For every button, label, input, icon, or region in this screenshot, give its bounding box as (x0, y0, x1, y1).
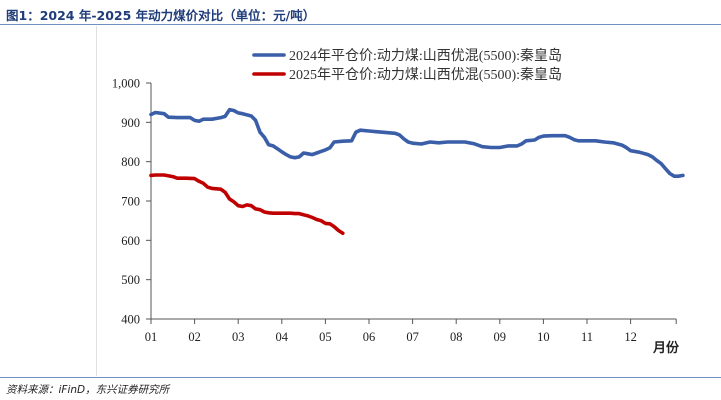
x-tick-label: 10 (537, 330, 550, 344)
legend-label-2024: 2024年平仓价:动力煤:山西优混(5500):秦皇岛 (289, 48, 562, 64)
x-tick-label: 02 (188, 330, 201, 344)
legend-label-2025: 2025年平仓价:动力煤:山西优混(5500):秦皇岛 (289, 67, 562, 83)
y-tick-label: 500 (121, 273, 140, 287)
x-tick-label: 01 (145, 330, 158, 344)
figure-title: 图1：2024 年-2025 年动力煤价对比（单位：元/吨） (6, 8, 316, 23)
x-tick-label: 06 (363, 330, 376, 344)
x-tick-label: 07 (406, 330, 419, 344)
source-rule (0, 377, 721, 378)
series-layer (149, 107, 685, 236)
x-tick-label: 03 (232, 330, 245, 344)
x-tick-label: 05 (319, 330, 332, 344)
y-tick-label: 700 (121, 195, 140, 209)
y-tick-label: 400 (121, 313, 140, 327)
x-tick-label: 12 (624, 330, 637, 344)
y-tick-label: 600 (121, 234, 140, 248)
source-note: 资料来源：iFinD，东兴证券研究所 (6, 384, 170, 396)
y-tick-label: 800 (121, 155, 140, 169)
series-2024-line (149, 107, 685, 178)
axes-layer: 400 500 600 700 800 900 1,000 01 02 03 04 05 06 07 08 0… (112, 77, 677, 344)
left-separator (96, 26, 97, 376)
y-tick-label: 900 (121, 116, 140, 130)
legend: 2024年平仓价:动力煤:山西优混(5500):秦皇岛 2025年平仓价:动力煤:… (252, 48, 562, 83)
x-tick-label: 04 (276, 330, 289, 344)
x-tick-label: 08 (450, 330, 463, 344)
x-tick-label: 11 (581, 330, 593, 344)
x-tick-label: 09 (494, 330, 507, 344)
x-axis-unit-label: 月份 (652, 340, 680, 356)
y-tick-label: 1,000 (112, 77, 140, 91)
series-2025-line (149, 173, 345, 236)
title-rule (0, 24, 721, 25)
